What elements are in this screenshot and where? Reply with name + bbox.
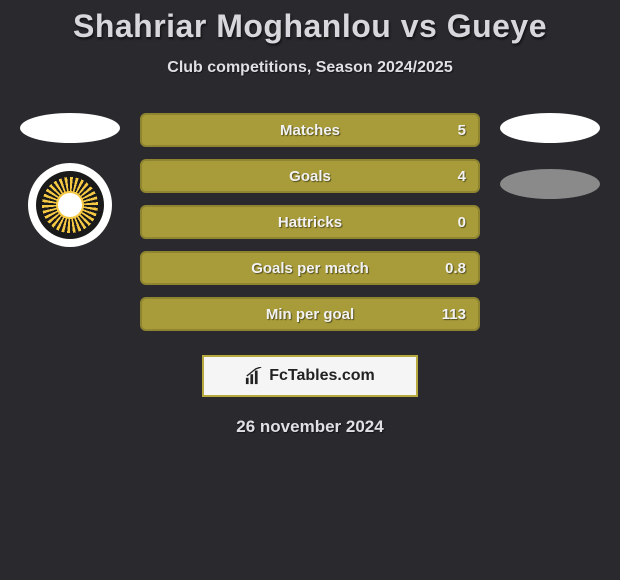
stat-bar-goals: Goals 4 (140, 159, 480, 193)
stat-value: 0 (458, 214, 466, 231)
stat-value: 5 (458, 122, 466, 139)
player2-name-placeholder (500, 113, 600, 143)
brand-text: FcTables.com (269, 367, 375, 385)
comparison-row: Matches 5 Goals 4 Hattricks 0 Goals per … (0, 113, 620, 331)
stat-label: Matches (280, 122, 340, 139)
stat-bar-hattricks: Hattricks 0 (140, 205, 480, 239)
date-text: 26 november 2024 (0, 417, 620, 437)
stat-bar-goals-per-match: Goals per match 0.8 (140, 251, 480, 285)
club-badge-graphic (36, 171, 104, 239)
stat-bars-container: Matches 5 Goals 4 Hattricks 0 Goals per … (140, 113, 480, 331)
brand-watermark[interactable]: FcTables.com (202, 355, 418, 397)
player1-name-placeholder (20, 113, 120, 143)
stat-label: Min per goal (266, 306, 354, 323)
right-player-column (500, 113, 600, 199)
stat-label: Hattricks (278, 214, 342, 231)
stat-value: 0.8 (445, 260, 466, 277)
stat-bar-min-per-goal: Min per goal 113 (140, 297, 480, 331)
stat-label: Goals (289, 168, 331, 185)
player1-club-badge (28, 163, 112, 247)
stat-label: Goals per match (251, 260, 369, 277)
stat-bar-matches: Matches 5 (140, 113, 480, 147)
stat-value: 113 (442, 306, 466, 323)
chart-icon (245, 367, 263, 385)
page-title: Shahriar Moghanlou vs Gueye (0, 0, 620, 45)
player2-club-placeholder (500, 169, 600, 199)
club-badge-center (58, 193, 82, 217)
left-player-column (20, 113, 120, 247)
stat-value: 4 (458, 168, 466, 185)
page-subtitle: Club competitions, Season 2024/2025 (0, 59, 620, 77)
